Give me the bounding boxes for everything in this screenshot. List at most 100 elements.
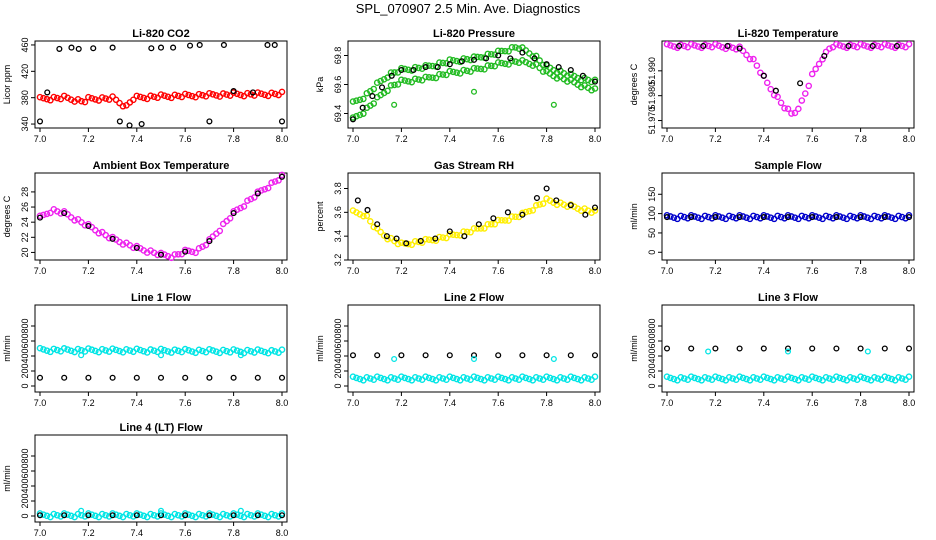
data-point	[905, 345, 913, 352]
data-point	[519, 209, 526, 217]
data-point	[206, 118, 213, 125]
data-point	[237, 204, 244, 212]
data-point	[157, 249, 165, 257]
data-point	[432, 235, 439, 242]
data-point	[533, 194, 540, 202]
chart-line3: Line 3 Flow 7.0 7.2 7.4 7.6 7.8 8.0 0 2004006008…	[629, 292, 915, 408]
data-point	[244, 346, 251, 354]
data-point	[677, 212, 685, 220]
data-point	[676, 42, 683, 50]
y-tick-label: 200	[20, 493, 30, 508]
data-point	[126, 122, 133, 129]
data-point	[591, 76, 599, 84]
series-outliers	[705, 348, 871, 355]
data-point	[715, 42, 723, 50]
data-point	[808, 211, 816, 219]
data-point	[349, 373, 357, 381]
data-point	[846, 373, 854, 381]
data-point	[788, 213, 795, 220]
data-point	[791, 109, 799, 117]
data-point	[387, 69, 395, 76]
data-point	[712, 211, 719, 219]
data-point	[725, 212, 733, 220]
data-point	[474, 374, 481, 382]
data-point	[247, 195, 255, 203]
data-point	[271, 90, 279, 98]
data-point	[591, 78, 599, 85]
y-axis-label: ml/min	[629, 203, 639, 230]
data-point	[140, 347, 148, 355]
data-point	[808, 373, 816, 381]
data-point	[667, 374, 674, 382]
y-axis-label: degrees C	[2, 195, 12, 237]
y-tick-label: 200	[20, 363, 30, 378]
data-point	[519, 352, 526, 359]
data-point	[519, 49, 526, 56]
data-point	[254, 188, 262, 195]
x-tick-label: 8.0	[903, 134, 916, 144]
x-tick-label: 7.4	[758, 398, 771, 408]
data-point	[477, 65, 485, 73]
data-point	[254, 512, 261, 519]
chart-title: Li-820 CO2	[132, 28, 189, 40]
data-point	[257, 90, 265, 97]
data-point	[487, 220, 495, 228]
y-tick-label: 800	[333, 318, 343, 333]
data-point	[90, 45, 97, 52]
series-high	[663, 345, 913, 352]
data-point	[715, 374, 723, 382]
data-point	[230, 346, 237, 353]
data-point	[209, 511, 217, 518]
data-point	[373, 79, 381, 86]
data-point	[275, 177, 282, 184]
series-outliers	[391, 355, 557, 363]
data-point	[456, 70, 464, 77]
data-point	[495, 52, 502, 59]
data-point	[529, 62, 537, 70]
data-point	[570, 374, 578, 382]
x-tick-label: 7.0	[661, 134, 674, 144]
data-point	[857, 345, 864, 352]
y-tick-label: 69.6	[333, 76, 343, 94]
data-point	[436, 373, 443, 381]
data-point	[36, 214, 44, 221]
data-point	[504, 209, 511, 216]
data-point	[475, 221, 482, 228]
plot-frame	[347, 172, 601, 261]
data-point	[130, 244, 137, 252]
data-point	[694, 375, 702, 383]
data-point	[40, 511, 47, 518]
data-point	[109, 235, 116, 242]
data-point	[398, 66, 405, 74]
data-point	[784, 348, 792, 355]
data-point	[857, 40, 864, 48]
data-point	[777, 213, 785, 221]
data-point	[560, 375, 568, 382]
data-point	[512, 58, 519, 65]
x-tick-label: 7.2	[82, 134, 95, 144]
data-point	[453, 69, 461, 76]
data-point	[498, 47, 505, 55]
data-point	[109, 93, 116, 100]
data-point	[760, 72, 767, 79]
data-point	[230, 374, 237, 381]
data-point	[574, 375, 582, 383]
x-tick-label: 7.2	[395, 398, 408, 408]
data-point	[550, 355, 557, 363]
data-point	[85, 374, 92, 381]
data-point	[61, 210, 68, 217]
data-point	[905, 373, 913, 381]
data-point	[50, 510, 58, 518]
data-point	[244, 510, 251, 518]
data-point	[812, 65, 819, 73]
data-point	[700, 42, 707, 50]
data-point	[67, 512, 75, 520]
data-point	[860, 374, 868, 382]
data-point	[102, 347, 109, 354]
data-point	[171, 251, 179, 258]
data-point	[199, 91, 206, 99]
data-point	[174, 511, 182, 519]
data-point	[739, 374, 747, 382]
chart-line2: Line 2 Flow 7.0 7.2 7.4 7.6 7.8 8.0 0 2004006008…	[315, 292, 601, 408]
data-point	[777, 99, 785, 107]
